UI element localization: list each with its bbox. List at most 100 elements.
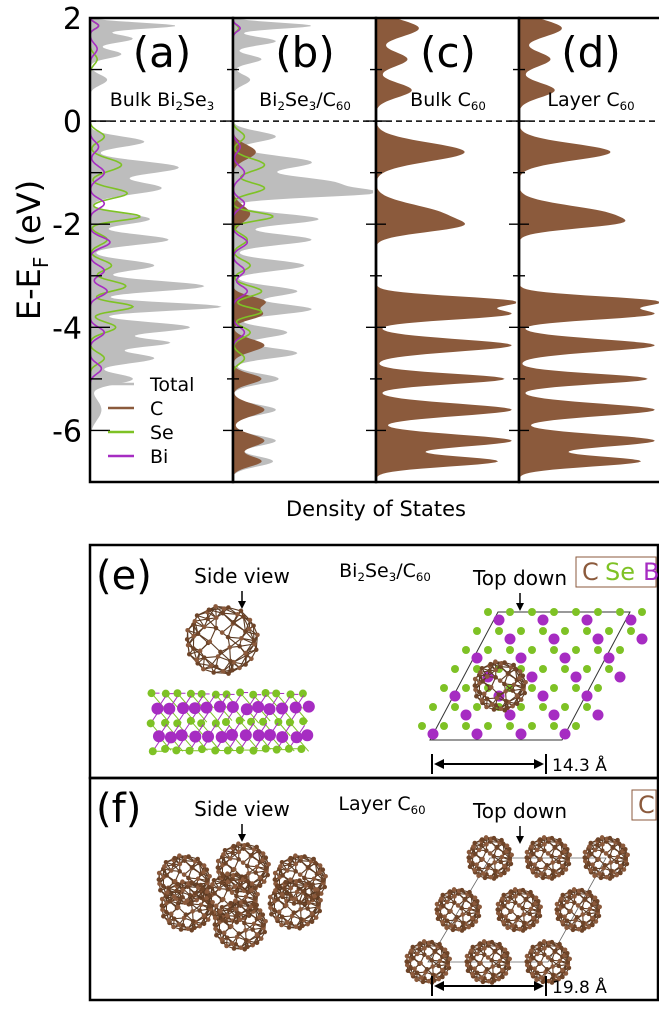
panel-label: Bulk C60 [410,89,486,113]
carbon-atom [451,887,457,892]
carbon-atom [422,952,427,957]
legend-entry: Bi [150,446,168,468]
carbon-atom [525,968,531,974]
carbon-atom [551,874,557,879]
series-se-line [90,18,141,482]
carbon-atom [254,940,260,946]
selenium-atom [572,608,580,616]
carbon-atom [205,917,211,922]
carbon-atom [557,854,563,860]
carbon-atom [568,923,574,928]
carbon-atom [490,964,496,969]
bismuth-atom [289,701,302,714]
carbon-atom [434,910,440,916]
carbon-atom [464,959,470,964]
carbon-atom [432,948,438,954]
carbon-atom [171,862,176,868]
carbon-atom [477,941,483,946]
carbon-atom [527,911,533,917]
bond [203,617,217,628]
carbon-atom [201,666,206,672]
arrow-head [238,834,246,842]
selenium-atom [572,646,580,654]
carbon-atom [450,927,456,933]
carbon-atom [618,863,623,869]
bismuth-atom [537,690,549,702]
carbon-atom [422,946,427,951]
carbon-atom [441,903,446,909]
carbon-atom [236,931,242,936]
bismuth-atom [548,709,560,721]
carbon-atom [590,862,595,867]
carbon-atom [582,858,588,864]
carbon-atom [534,873,539,879]
carbon-atom [517,675,522,681]
element-legend-box [631,789,657,821]
carbon-atom [317,908,323,914]
series-c-area [376,18,517,482]
carbon-atom [411,955,416,961]
carbon-atom [192,618,198,624]
carbon-atom [286,925,292,930]
carbon-atom [213,625,219,631]
carbon-atom [509,908,514,914]
carbon-atom [254,864,260,870]
carbon-atom [523,896,529,902]
carbon-atom [186,854,191,859]
carbon-atom [534,951,540,957]
carbon-atom [429,957,435,963]
selenium-atom [148,747,157,756]
carbon-atom [257,908,263,913]
carbon-atom [279,892,285,897]
carbon-atom [424,967,430,972]
carbon-atom [572,894,577,899]
bismuth-atom [202,730,215,743]
carbon-atom [464,953,470,959]
carbon-atom [478,842,484,848]
carbon-atom [524,959,530,964]
dos-panel-a: (a)Bulk Bi2Se3 [88,16,235,484]
carbon-atom [525,864,531,870]
carbon-atom [318,897,323,903]
carbon-atom [279,922,284,928]
carbon-atom [298,907,303,912]
carbon-atom [429,939,435,945]
carbon-atom [292,896,298,901]
bismuth-atom [263,703,276,716]
carbon-atom [283,879,288,885]
carbon-atom [466,858,472,864]
selenium-atom [261,744,270,753]
carbon-atom [273,888,278,893]
bismuth-atom [537,614,549,626]
carbon-atom [269,911,274,917]
carbon-atom [210,882,215,887]
carbon-atom [315,891,321,897]
unit-cell [427,857,607,963]
arrow-head [238,601,246,609]
selenium-atom [528,646,536,654]
carbon-atom [520,684,526,689]
carbon-atom [608,868,614,874]
carbon-atom [205,616,210,622]
carbon-atom [484,842,489,847]
carbon-atom [594,842,600,848]
bismuth-atom [175,729,188,742]
carbon-atom [187,892,193,898]
carbon-atom [220,669,226,674]
carbon-atom [204,878,210,883]
carbon-atom [587,889,592,895]
carbon-atom [475,908,480,913]
bismuth-atom [614,671,626,683]
selenium-atom [274,717,283,726]
selenium-atom [186,716,195,725]
carbon-atom [530,867,535,873]
carbon-atom [418,975,424,980]
carbon-atom [550,972,556,978]
carbon-atom [161,913,166,919]
carbon-atom [488,661,493,667]
carbon-atom [249,656,254,662]
carbon-atom [191,633,197,639]
carbon-atom [435,916,441,922]
bond [209,627,217,642]
